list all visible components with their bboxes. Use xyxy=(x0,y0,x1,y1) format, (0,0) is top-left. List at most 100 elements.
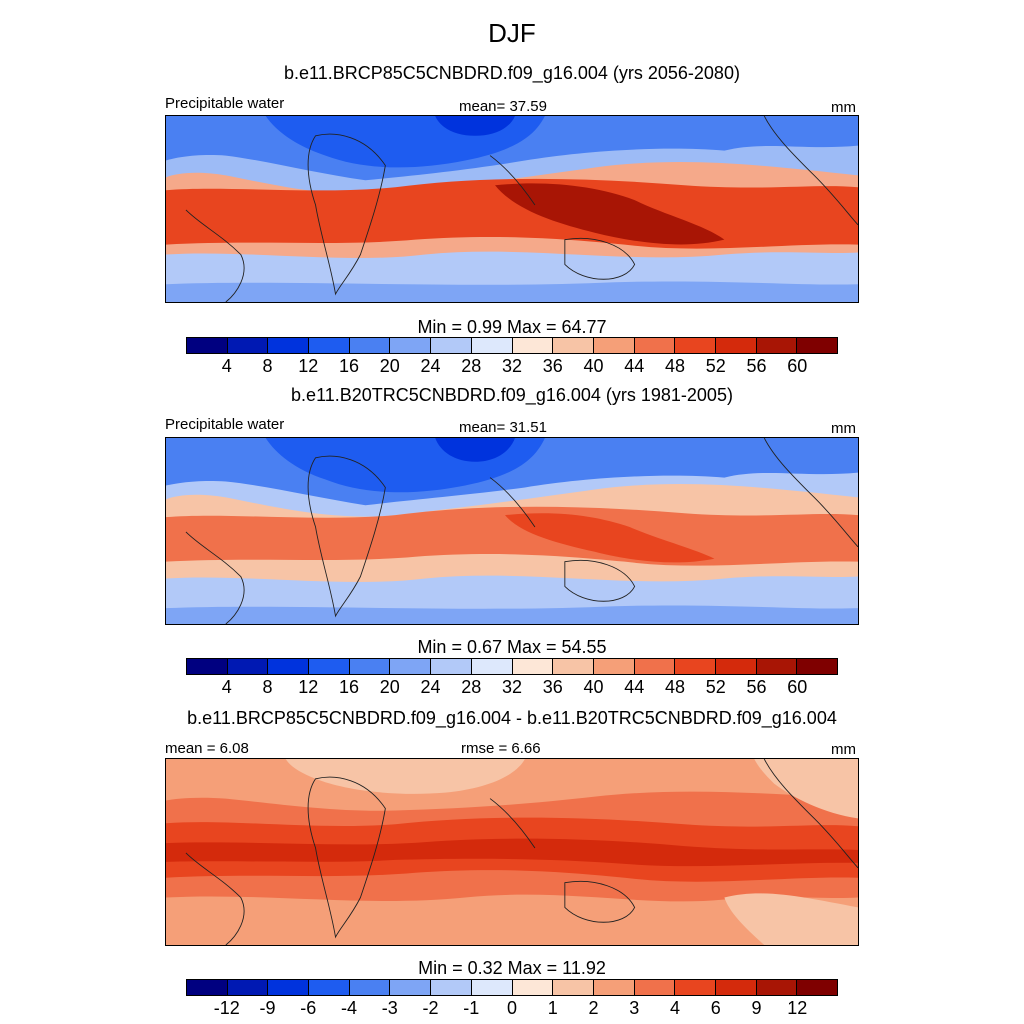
tick-label: 4 xyxy=(669,998,681,1018)
north-america-low-change-region xyxy=(754,759,858,819)
colorbar-swatch xyxy=(227,659,269,674)
tick-label: 12 xyxy=(298,677,319,697)
colorbar-swatch xyxy=(756,980,798,995)
australia-coast xyxy=(564,880,636,923)
south-america-coast xyxy=(185,531,245,624)
tick-label: 3 xyxy=(629,998,640,1018)
tick-label: -4 xyxy=(340,998,358,1018)
tick-label: -1 xyxy=(463,998,480,1018)
colorbar-swatch xyxy=(512,980,554,995)
tick-label: 8 xyxy=(262,356,273,376)
colorbar-swatch xyxy=(756,338,798,353)
panel-1-colorbar xyxy=(186,337,838,354)
tick-label: 44 xyxy=(624,356,645,376)
coastlines xyxy=(185,438,858,624)
colorbar-swatch xyxy=(390,338,432,353)
tick-label: 8 xyxy=(262,677,273,697)
tick-label: 56 xyxy=(746,356,767,376)
tick-label: 48 xyxy=(664,356,686,376)
colorbar-swatch xyxy=(675,980,716,995)
southern-dry-band xyxy=(166,281,858,302)
colorbar-swatch xyxy=(309,659,350,674)
tick-label: 2 xyxy=(588,998,599,1018)
tick-label: 1 xyxy=(547,998,558,1018)
panel-1-subtitle: b.e11.BRCP85C5CNBDRD.f09_g16.004 (yrs 20… xyxy=(284,63,740,83)
south-america-coast xyxy=(185,852,245,945)
panel-1-mean-label: mean= 37.59 xyxy=(459,98,547,115)
tropical-max-increase-band xyxy=(166,838,858,867)
panel-3-map xyxy=(165,758,859,946)
panel-1-colorbar-ticks: 4 8 12 16 20 24 28 32 36 40 44 48 52 56 … xyxy=(186,356,838,376)
colorbar-swatch xyxy=(675,338,716,353)
colorbar-swatch xyxy=(797,980,837,995)
coastlines xyxy=(185,759,858,945)
tick-label: 32 xyxy=(501,356,523,376)
panel-2-units-label: mm xyxy=(831,420,856,437)
figure-title: DJF xyxy=(488,18,536,48)
south-america-coast xyxy=(185,209,245,302)
panel-2-colorbar-ticks: 4 8 12 16 20 24 28 32 36 40 44 48 52 56 … xyxy=(186,677,838,697)
colorbar-swatch xyxy=(227,338,269,353)
colorbar-swatch xyxy=(634,980,676,995)
tick-label: 12 xyxy=(298,356,319,376)
central-asia-driest-region xyxy=(435,438,515,462)
colorbar-swatch xyxy=(715,980,757,995)
tick-label: 60 xyxy=(787,356,808,376)
panel-2-min-max: Min = 0.67 Max = 54.55 xyxy=(417,637,607,657)
tick-label: 52 xyxy=(705,356,726,376)
panel-2-colorbar xyxy=(186,658,838,675)
colorbar-swatch xyxy=(349,659,391,674)
tick-label: 4 xyxy=(221,356,232,376)
tick-label: 16 xyxy=(338,677,360,697)
asia-coast xyxy=(489,477,536,528)
tick-label: 40 xyxy=(583,677,604,697)
southern-band xyxy=(166,894,858,945)
coastlines xyxy=(185,116,858,302)
panel-3-min-max: Min = 0.32 Max = 11.92 xyxy=(418,958,606,978)
colorbar-swatch xyxy=(797,338,837,353)
colorbar-swatch xyxy=(187,338,228,353)
colorbar-swatch xyxy=(471,980,513,995)
tick-label: 48 xyxy=(664,677,686,697)
colorbar-swatch xyxy=(553,659,594,674)
sahara-low-change-region xyxy=(285,759,525,794)
north-america-coast xyxy=(763,438,858,548)
colorbar-swatch xyxy=(593,980,635,995)
colorbar-swatch xyxy=(756,659,798,674)
tick-label: 6 xyxy=(710,998,721,1018)
colorbar-swatch xyxy=(675,659,716,674)
colorbar-swatch xyxy=(309,980,350,995)
tick-label: 36 xyxy=(542,677,563,697)
tick-label: -2 xyxy=(422,998,439,1018)
colorbar-swatch xyxy=(512,338,554,353)
panel-3-units-label: mm xyxy=(831,741,856,758)
north-america-coast xyxy=(763,759,858,869)
colorbar-swatch xyxy=(593,338,635,353)
tick-label: 9 xyxy=(751,998,762,1018)
asia-coast xyxy=(489,798,536,849)
tick-label: 36 xyxy=(542,356,563,376)
panel-1-min-max: Min = 0.99 Max = 64.77 xyxy=(417,317,607,337)
colorbar-swatch xyxy=(431,659,472,674)
warm-pool-max-region xyxy=(495,183,725,245)
africa-coast xyxy=(307,455,386,618)
tick-label: -12 xyxy=(213,998,240,1018)
panel-2-contour-field xyxy=(166,438,858,624)
colorbar-swatch xyxy=(593,659,635,674)
tick-label: -6 xyxy=(300,998,317,1018)
panel-2-map xyxy=(165,437,859,625)
tick-label: 20 xyxy=(379,677,400,697)
colorbar-swatch xyxy=(715,338,757,353)
asia-coast xyxy=(489,155,536,206)
colorbar-swatch xyxy=(634,659,676,674)
tick-label: 28 xyxy=(461,677,482,697)
panel-3-rmse-label: rmse = 6.66 xyxy=(461,740,541,757)
tick-label: 4 xyxy=(221,677,232,697)
panel-3-mean-label: mean = 6.08 xyxy=(165,740,249,757)
colorbar-swatch xyxy=(187,980,228,995)
panel-3-subtitle: b.e11.BRCP85C5CNBDRD.f09_g16.004 - b.e11… xyxy=(187,708,837,728)
colorbar-swatch xyxy=(431,338,472,353)
panel-1-contour-field xyxy=(166,116,858,302)
tick-label: -3 xyxy=(381,998,398,1018)
panel-1-map xyxy=(165,115,859,303)
